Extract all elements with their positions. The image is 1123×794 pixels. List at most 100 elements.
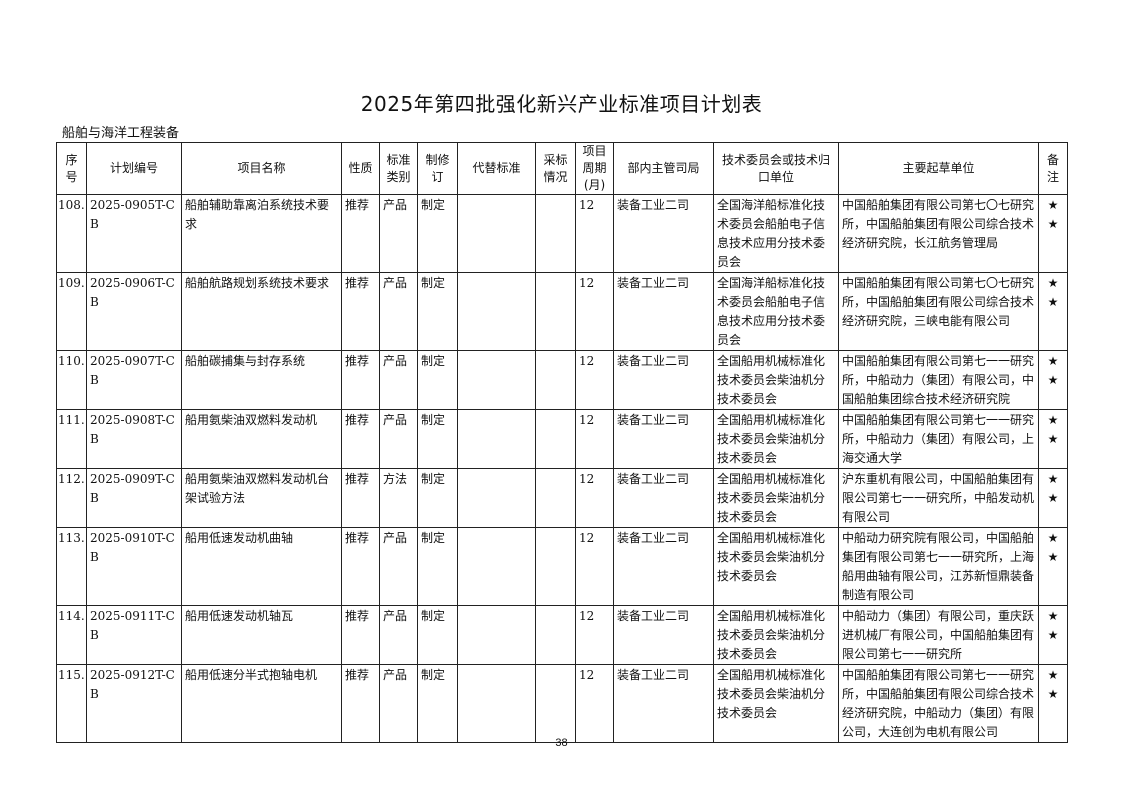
cell-note-stars: ★ ★ — [1038, 409, 1068, 469]
cell-nature: 推荐 — [341, 272, 380, 351]
cell-category: 产品 — [379, 350, 418, 410]
cell-replaced-standard — [457, 527, 536, 606]
cell-committee: 全国海洋船标准化技术委员会船舶电子信息技术应用分技术委员会 — [713, 272, 839, 351]
header-replaced-standard: 代替标准 — [457, 142, 536, 195]
cell-drafters: 中船动力研究院有限公司，中国船舶集团有限公司第七一一研究所，上海船用曲轴有限公司… — [838, 527, 1039, 606]
header-note: 备注 — [1038, 142, 1068, 195]
section-label: 船舶与海洋工程装备 — [62, 126, 180, 141]
cell-drafters: 沪东重机有限公司，中国船舶集团有限公司第七一一研究所，中船发动机有限公司 — [838, 468, 1039, 528]
cell-replaced-standard — [457, 605, 536, 665]
cell-nature: 推荐 — [341, 194, 380, 273]
cell-note-stars: ★ ★ — [1038, 468, 1068, 528]
table-row: 108. 2025-0905T-CB 船舶辅助靠离泊系统技术要求 推荐 产品 制定 12 装备… — [56, 194, 1068, 273]
cell-serial: 112. — [56, 468, 87, 528]
cell-adoption — [535, 527, 576, 606]
cell-category: 产品 — [379, 409, 418, 469]
cell-department: 装备工业二司 — [613, 664, 714, 743]
cell-nature: 推荐 — [341, 350, 380, 410]
cell-plan-code: 2025-0908T-CB — [86, 409, 182, 469]
table-row: 109. 2025-0906T-CB 船舶航路规划系统技术要求 推荐 产品 制定 12 装备工… — [56, 272, 1068, 351]
header-revision-type: 制修订 — [417, 142, 458, 195]
cell-committee: 全国海洋船标准化技术委员会船舶电子信息技术应用分技术委员会 — [713, 194, 839, 273]
cell-revision-type: 制定 — [417, 605, 458, 665]
cell-plan-code: 2025-0911T-CB — [86, 605, 182, 665]
cell-nature: 推荐 — [341, 664, 380, 743]
cell-department: 装备工业二司 — [613, 194, 714, 273]
cell-project-name: 船舶辅助靠离泊系统技术要求 — [181, 194, 342, 273]
cell-project-name: 船用氨柴油双燃料发动机台架试验方法 — [181, 468, 342, 528]
cell-adoption — [535, 468, 576, 528]
header-drafters: 主要起草单位 — [838, 142, 1039, 195]
cell-note-stars: ★ ★ — [1038, 272, 1068, 351]
cell-revision-type: 制定 — [417, 350, 458, 410]
cell-committee: 全国船用机械标准化技术委员会柴油机分技术委员会 — [713, 605, 839, 665]
standards-plan-table: 序号 计划编号 项目名称 性质 标准类别 制修订 代替标准 采标情况 项目周期(月) 部内主管司局… — [56, 142, 1068, 743]
cell-department: 装备工业二司 — [613, 272, 714, 351]
cell-project-name: 船用低速分半式抱轴电机 — [181, 664, 342, 743]
table-row: 114. 2025-0911T-CB 船用低速发动机轴瓦 推荐 产品 制定 12 装备工业二司… — [56, 605, 1068, 665]
page-number: 38 — [555, 737, 568, 749]
cell-serial: 108. — [56, 194, 87, 273]
cell-drafters: 中国船舶集团有限公司第七一一研究所，中国船舶集团有限公司综合技术经济研究院，中船… — [838, 664, 1039, 743]
cell-project-name: 船舶碳捕集与封存系统 — [181, 350, 342, 410]
table-row: 110. 2025-0907T-CB 船舶碳捕集与封存系统 推荐 产品 制定 12 装备工业二… — [56, 350, 1068, 410]
cell-serial: 111. — [56, 409, 87, 469]
cell-plan-code: 2025-0912T-CB — [86, 664, 182, 743]
cell-committee: 全国船用机械标准化技术委员会柴油机分技术委员会 — [713, 527, 839, 606]
cell-plan-code: 2025-0906T-CB — [86, 272, 182, 351]
cell-replaced-standard — [457, 409, 536, 469]
cell-category: 产品 — [379, 605, 418, 665]
cell-plan-code: 2025-0907T-CB — [86, 350, 182, 410]
cell-category: 产品 — [379, 194, 418, 273]
cell-revision-type: 制定 — [417, 194, 458, 273]
cell-revision-type: 制定 — [417, 527, 458, 606]
cell-nature: 推荐 — [341, 468, 380, 528]
cell-category: 产品 — [379, 272, 418, 351]
cell-plan-code: 2025-0910T-CB — [86, 527, 182, 606]
document-title: 2025年第四批强化新兴产业标准项目计划表 — [360, 92, 763, 116]
cell-note-stars: ★ ★ — [1038, 527, 1068, 606]
cell-period: 12 — [575, 350, 614, 410]
cell-nature: 推荐 — [341, 527, 380, 606]
cell-drafters: 中船动力（集团）有限公司，重庆跃进机械厂有限公司，中国船舶集团有限公司第七一一研… — [838, 605, 1039, 665]
cell-serial: 110. — [56, 350, 87, 410]
cell-drafters: 中国船舶集团有限公司第七一一研究所，中船动力（集团）有限公司，中国船舶集团综合技… — [838, 350, 1039, 410]
cell-category: 方法 — [379, 468, 418, 528]
cell-department: 装备工业二司 — [613, 409, 714, 469]
cell-revision-type: 制定 — [417, 468, 458, 528]
cell-replaced-standard — [457, 350, 536, 410]
table-row: 111. 2025-0908T-CB 船用氨柴油双燃料发动机 推荐 产品 制定 12 装备工业… — [56, 409, 1068, 469]
header-adoption: 采标情况 — [535, 142, 576, 195]
cell-revision-type: 制定 — [417, 272, 458, 351]
cell-drafters: 中国船舶集团有限公司第七〇七研究所，中国船舶集团有限公司综合技术经济研究院，长江… — [838, 194, 1039, 273]
cell-department: 装备工业二司 — [613, 527, 714, 606]
cell-department: 装备工业二司 — [613, 350, 714, 410]
cell-department: 装备工业二司 — [613, 468, 714, 528]
cell-period: 12 — [575, 272, 614, 351]
cell-replaced-standard — [457, 468, 536, 528]
cell-committee: 全国船用机械标准化技术委员会柴油机分技术委员会 — [713, 350, 839, 410]
cell-department: 装备工业二司 — [613, 605, 714, 665]
header-serial: 序号 — [56, 142, 87, 195]
cell-serial: 109. — [56, 272, 87, 351]
cell-replaced-standard — [457, 194, 536, 273]
cell-serial: 113. — [56, 527, 87, 606]
cell-adoption — [535, 409, 576, 469]
cell-category: 产品 — [379, 527, 418, 606]
cell-adoption — [535, 194, 576, 273]
cell-project-name: 船舶航路规划系统技术要求 — [181, 272, 342, 351]
cell-adoption — [535, 605, 576, 665]
cell-period: 12 — [575, 409, 614, 469]
header-nature: 性质 — [341, 142, 380, 195]
table-row: 115. 2025-0912T-CB 船用低速分半式抱轴电机 推荐 产品 制定 12 装备工业… — [56, 664, 1068, 743]
cell-adoption — [535, 664, 576, 743]
cell-period: 12 — [575, 194, 614, 273]
cell-note-stars: ★ ★ — [1038, 605, 1068, 665]
table-row: 113. 2025-0910T-CB 船用低速发动机曲轴 推荐 产品 制定 12 装备工业二司… — [56, 527, 1068, 606]
cell-committee: 全国船用机械标准化技术委员会柴油机分技术委员会 — [713, 664, 839, 743]
cell-period: 12 — [575, 605, 614, 665]
cell-category: 产品 — [379, 664, 418, 743]
table-row: 112. 2025-0909T-CB 船用氨柴油双燃料发动机台架试验方法 推荐 方法 制定… — [56, 468, 1068, 528]
cell-revision-type: 制定 — [417, 664, 458, 743]
cell-adoption — [535, 272, 576, 351]
